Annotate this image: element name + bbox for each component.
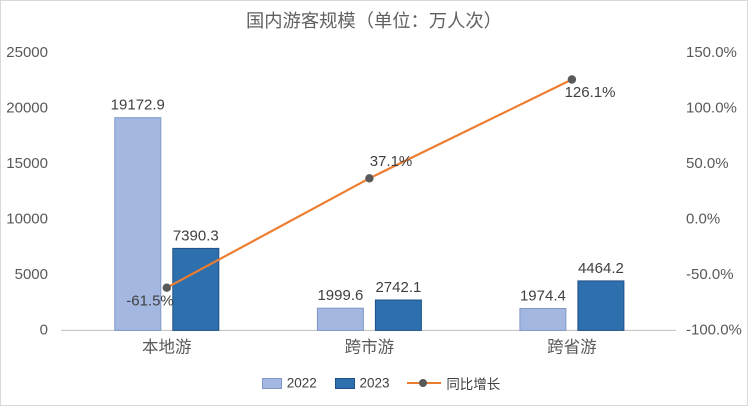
svg-text:跨市游: 跨市游: [345, 337, 395, 356]
svg-text:1999.6: 1999.6: [317, 287, 363, 304]
svg-text:37.1%: 37.1%: [370, 153, 413, 170]
svg-text:-100.0%: -100.0%: [686, 321, 742, 338]
svg-text:15000: 15000: [6, 155, 48, 172]
svg-text:0: 0: [40, 321, 48, 338]
svg-text:100.0%: 100.0%: [686, 99, 737, 116]
svg-text:本地游: 本地游: [142, 337, 192, 356]
svg-text:1974.4: 1974.4: [520, 288, 566, 305]
svg-text:7390.3: 7390.3: [173, 227, 219, 244]
svg-text:19172.9: 19172.9: [111, 97, 165, 114]
svg-text:2742.1: 2742.1: [375, 279, 421, 296]
svg-text:25000: 25000: [6, 44, 48, 61]
svg-text:126.1%: 126.1%: [565, 84, 616, 101]
svg-text:4464.2: 4464.2: [578, 260, 624, 277]
svg-text:跨省游: 跨省游: [547, 337, 597, 356]
svg-text:50.0%: 50.0%: [686, 155, 729, 172]
svg-text:5000: 5000: [15, 266, 48, 283]
svg-text:0.0%: 0.0%: [686, 210, 720, 227]
svg-text:150.0%: 150.0%: [686, 44, 737, 61]
svg-text:10000: 10000: [6, 210, 48, 227]
svg-text:-50.0%: -50.0%: [686, 266, 734, 283]
svg-text:20000: 20000: [6, 99, 48, 116]
svg-text:-61.5%: -61.5%: [126, 293, 174, 310]
